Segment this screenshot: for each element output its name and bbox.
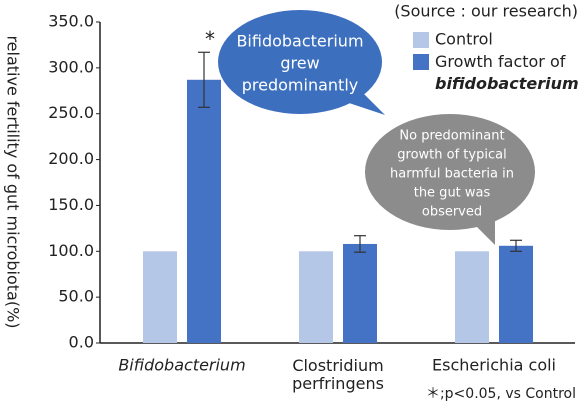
y-tick-label: 300.0 — [48, 57, 94, 76]
error-bar — [198, 51, 210, 108]
y-tick-label: 0.0 — [69, 333, 94, 352]
x-tick-label: Bifidobacterium — [118, 356, 245, 375]
legend-label: Control — [435, 30, 493, 49]
error-bar — [354, 235, 366, 253]
y-tick-label: 200.0 — [48, 149, 94, 168]
y-tick-label: 150.0 — [48, 195, 94, 214]
source: (Source : our research) — [394, 2, 578, 21]
bar — [455, 251, 489, 343]
bar — [343, 243, 377, 343]
bubble-blue-shape — [218, 10, 385, 115]
bubble-gray-shape — [365, 114, 535, 245]
x-tick-label: Clostridium perfringens — [292, 356, 384, 393]
bar — [499, 245, 533, 343]
legend-swatch — [413, 54, 429, 70]
bubble-text: observed — [422, 205, 482, 220]
footnote: ＊;p<0.05, vs Control — [426, 386, 576, 402]
bar — [143, 251, 177, 343]
y-tick-label: 50.0 — [58, 287, 94, 306]
bubble-text: No predominant — [399, 129, 504, 144]
bubble-text: Bifidobacterium — [236, 32, 363, 51]
error-bar — [510, 239, 522, 252]
y-axis-label: relative fertility of gut microbiota(%) — [4, 35, 23, 328]
bar — [187, 79, 221, 343]
y-tick-label: 100.0 — [48, 241, 94, 260]
bar — [299, 251, 333, 343]
bubble-text: harmful bacteria in — [390, 167, 514, 182]
y-tick-label: 250.0 — [48, 103, 94, 122]
legend-label: Growth factor of bifidobacterium — [435, 52, 579, 93]
significance-mark: * — [205, 27, 215, 51]
y-tick-label: 350.0 — [48, 12, 94, 31]
bubble-text: predominantly — [242, 76, 358, 95]
bubble-text: grew — [280, 54, 319, 73]
x-tick-label: Escherichia coli — [432, 356, 556, 375]
bubble-text: the gut was — [414, 186, 491, 201]
bubble-text: growth of typical — [397, 148, 506, 163]
legend-swatch — [413, 32, 429, 48]
